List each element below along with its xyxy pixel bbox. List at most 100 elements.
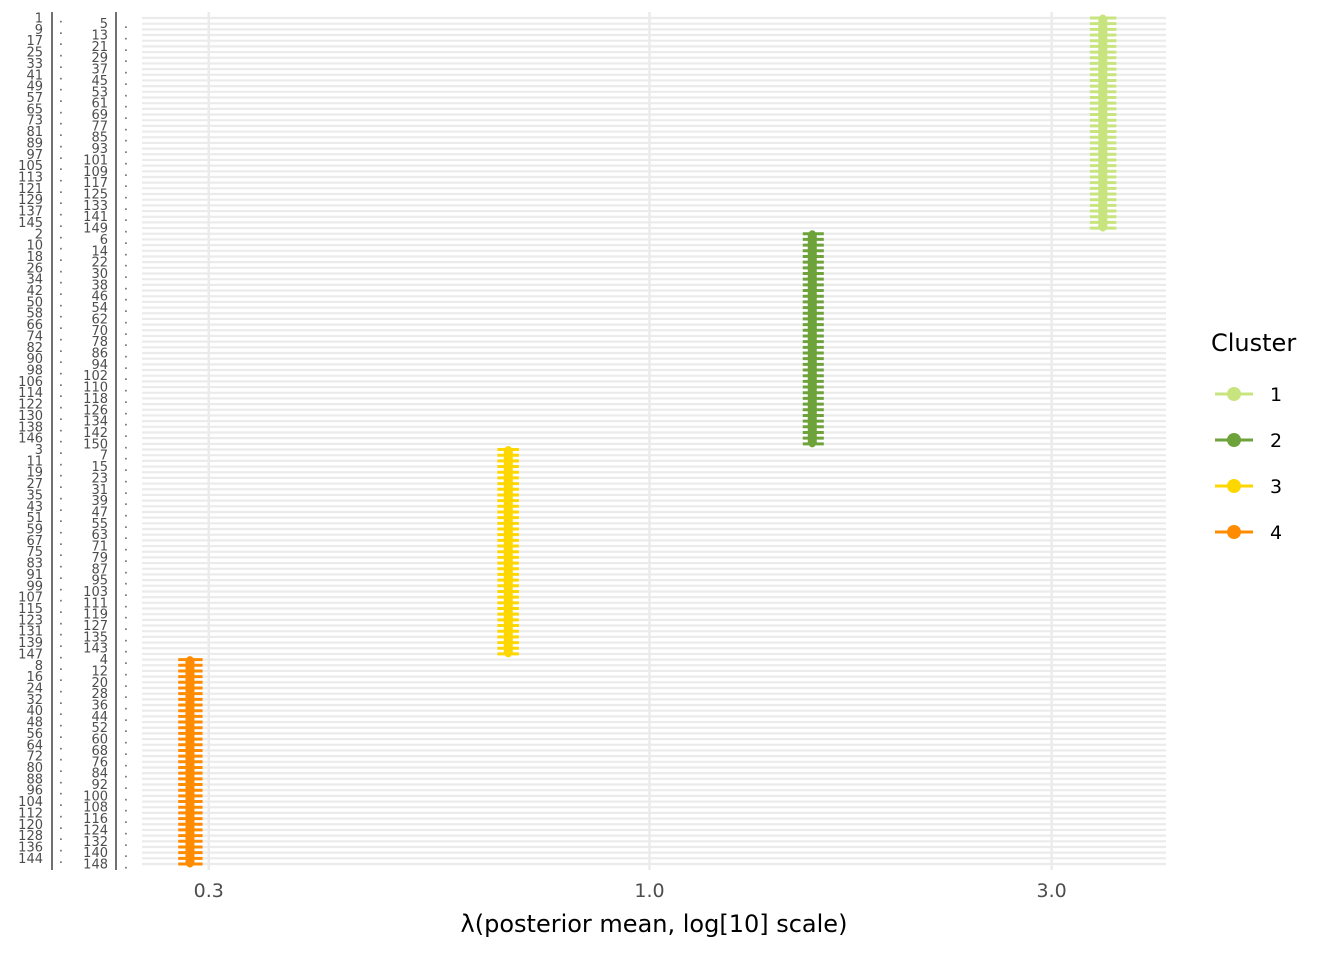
y-tick-label: 68 (91, 744, 108, 759)
y-tick-dot: . (59, 432, 63, 447)
y-tick-label: 2 (35, 227, 43, 242)
y-tick-label: 43 (26, 500, 43, 515)
y-tick-dot: . (124, 108, 128, 123)
y-tick-label: 22 (91, 256, 108, 271)
legend-key-point (1227, 387, 1241, 401)
point-estimate (504, 576, 512, 584)
point-estimate (808, 270, 816, 278)
point-estimate (186, 860, 194, 868)
point-estimate (186, 724, 194, 732)
y-tick-dot: . (59, 488, 63, 503)
point-estimate (186, 843, 194, 851)
y-tick-dot: . (124, 551, 128, 566)
y-tick-dot: . (59, 159, 63, 174)
y-tick-label: 147 (18, 647, 43, 662)
y-tick-dot: . (59, 193, 63, 208)
y-tick-dot: . (124, 335, 128, 350)
point-estimate (504, 531, 512, 539)
y-tick-dot: . (59, 239, 63, 254)
y-tick-label: 98 (26, 364, 43, 379)
y-tick-dot: . (59, 534, 63, 549)
y-tick-dot: . (124, 131, 128, 146)
y-tick-dot: . (59, 23, 63, 38)
y-tick-dot: . (124, 460, 128, 475)
y-tick-label: 131 (18, 625, 43, 640)
y-tick-dot: . (59, 125, 63, 140)
y-tick-dot: . (59, 454, 63, 469)
cluster-4-marks (178, 656, 203, 868)
y-tick-dot: . (124, 244, 128, 259)
point-estimate (808, 355, 816, 363)
y-tick-label: 11 (26, 454, 43, 469)
y-tick-label: 34 (26, 273, 43, 288)
point-estimate (504, 463, 512, 471)
point-estimate (186, 667, 194, 675)
y-tick-label: 115 (18, 602, 43, 617)
point-estimate (1099, 20, 1107, 28)
y-tick-label: 84 (91, 767, 108, 782)
point-estimate (808, 264, 816, 272)
y-tick-dot: . (59, 386, 63, 401)
y-tick-label: 134 (83, 415, 108, 430)
point-estimate (504, 525, 512, 533)
legend-key-point (1227, 433, 1241, 447)
point-estimate (186, 832, 194, 840)
y-tick-label: 67 (26, 534, 43, 549)
x-axis-title: λ(posterior mean, log[10] scale) (461, 910, 848, 938)
y-tick-label: 10 (26, 239, 43, 254)
y-tick-dot: . (124, 585, 128, 600)
legend: Cluster 1 2 3 4 (1211, 329, 1296, 544)
y-tick-dot: . (124, 199, 128, 214)
point-estimate (1099, 31, 1107, 39)
y-tick-label: 112 (18, 806, 43, 821)
y-tick-label: 70 (91, 324, 108, 339)
point-estimate (186, 746, 194, 754)
y-tick-dot: . (59, 818, 63, 833)
y-tick-label: 109 (83, 165, 108, 180)
y-tick-dot: . (124, 97, 128, 112)
y-tick-dot: . (59, 205, 63, 220)
y-tick-label: 137 (18, 205, 43, 220)
y-tick-dot: . (124, 17, 128, 32)
y-tick-dot: . (59, 409, 63, 424)
y-tick-label: 87 (91, 562, 108, 577)
y-tick-label: 75 (26, 545, 43, 560)
point-estimate (504, 616, 512, 624)
y-tick-label: 111 (83, 596, 108, 611)
point-estimate (186, 775, 194, 783)
y-tick-dot: . (124, 415, 128, 430)
y-tick-label: 30 (91, 267, 108, 282)
point-estimate (504, 570, 512, 578)
y-tick-label: 101 (83, 153, 108, 168)
y-tick-dot: . (59, 375, 63, 390)
point-estimate (1099, 201, 1107, 209)
x-tick-label: 3.0 (1037, 880, 1067, 902)
y-tick-label: 102 (83, 369, 108, 384)
y-tick-dot: . (124, 835, 128, 850)
y-tick-dot: . (59, 716, 63, 731)
y-tick-label: 148 (83, 858, 108, 873)
point-estimate (186, 712, 194, 720)
point-estimate (504, 446, 512, 454)
y-tick-label: 4 (100, 653, 108, 668)
y-tick-label: 50 (26, 295, 43, 310)
y-tick-dot: . (59, 761, 63, 776)
legend-key-point (1227, 525, 1241, 539)
x-tick-label: 1.0 (634, 880, 664, 902)
y-tick-label: 91 (26, 568, 43, 583)
y-tick-dot: . (59, 591, 63, 606)
y-tick-label: 108 (83, 801, 108, 816)
y-tick-label: 144 (18, 852, 43, 867)
point-estimate (186, 678, 194, 686)
y-tick-label: 54 (91, 301, 108, 316)
y-tick-label: 17 (26, 34, 43, 49)
point-estimate (186, 735, 194, 743)
point-estimate (808, 241, 816, 249)
point-estimate (1099, 196, 1107, 204)
y-tick-dot: . (59, 398, 63, 413)
y-tick-dot: . (59, 647, 63, 662)
point-estimate (1099, 133, 1107, 141)
y-tick-label: 39 (91, 494, 108, 509)
y-tick-label: 113 (18, 170, 43, 185)
point-estimate (186, 826, 194, 834)
